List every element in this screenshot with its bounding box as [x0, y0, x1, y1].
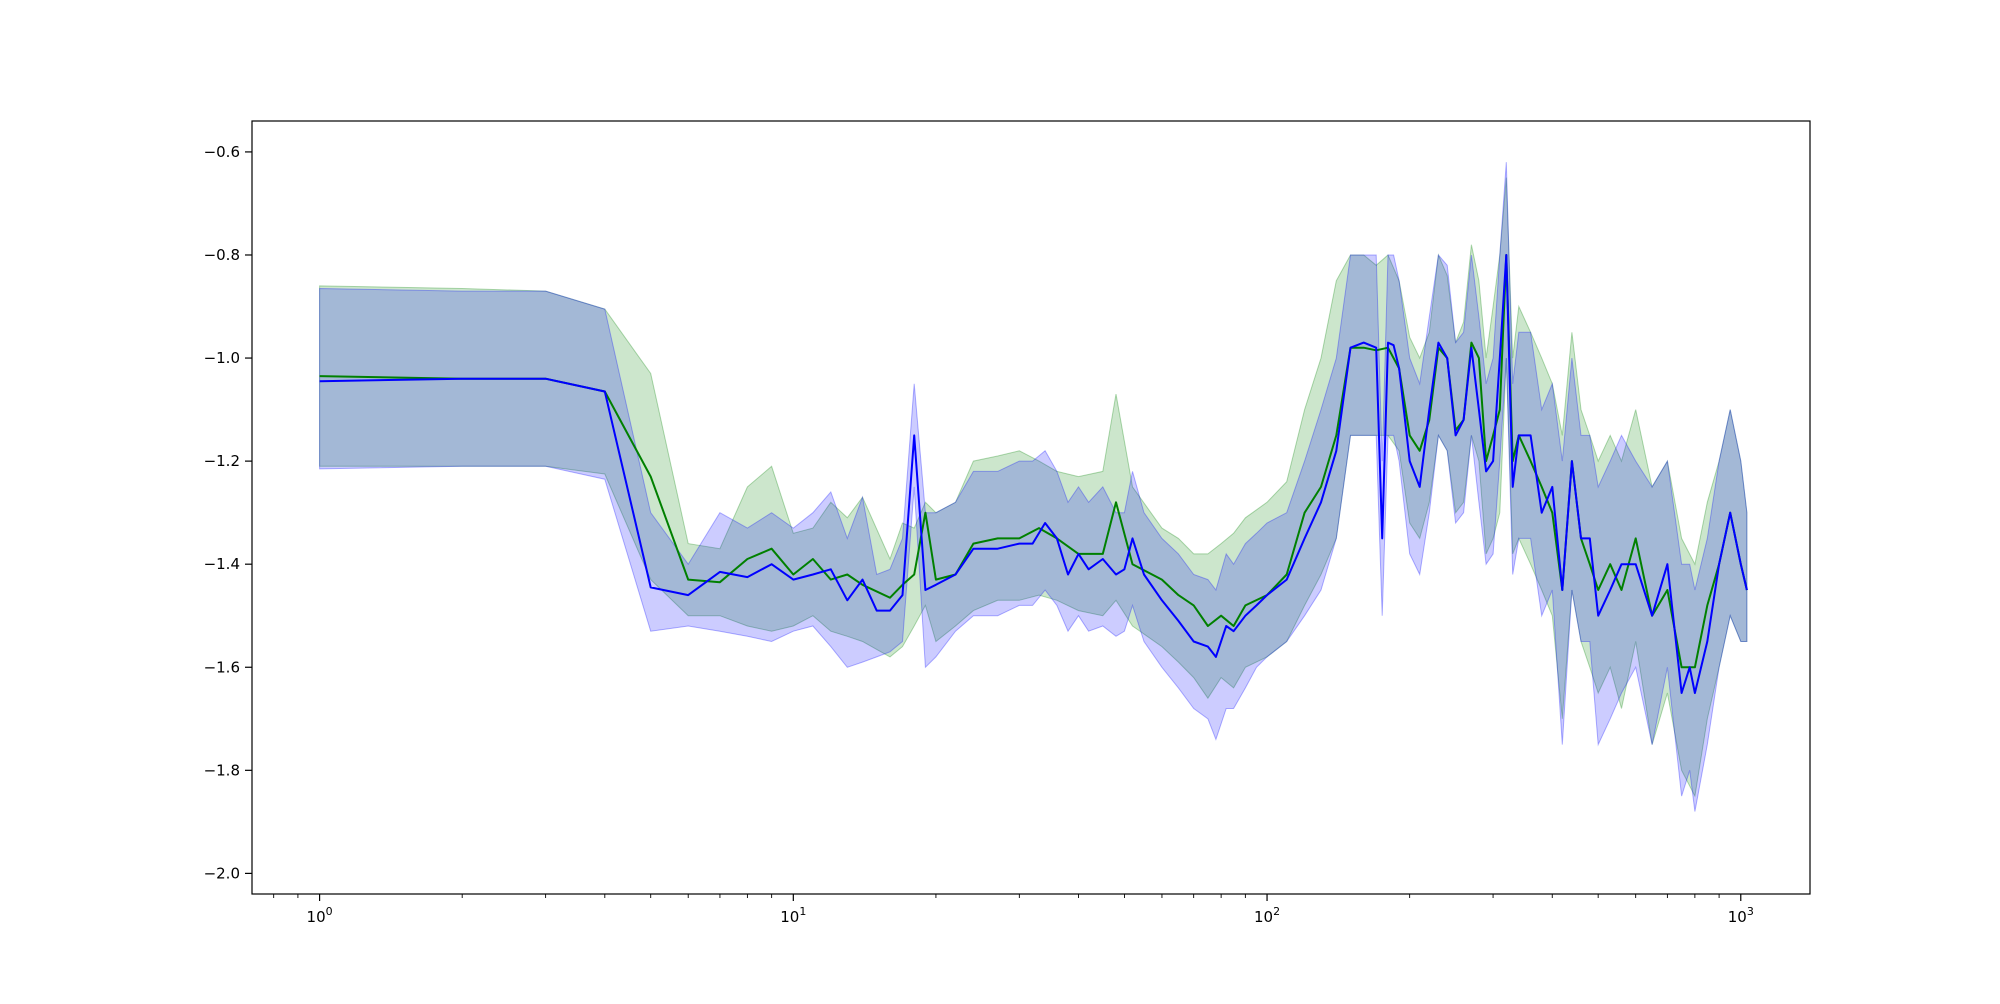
y-tick-label: −0.8	[204, 246, 240, 264]
y-tick-label: −1.4	[204, 555, 240, 573]
lines-layer	[319, 254, 1748, 694]
x-tick-label: 103	[1728, 905, 1754, 926]
y-axis: −0.6 −0.8 −1.0 −1.2 −1.4 −1.6 −1.8 −2.0	[204, 143, 252, 882]
plot-frame	[251, 120, 1811, 895]
y-tick-label: −1.0	[204, 349, 240, 367]
x-tick-label: 101	[780, 905, 806, 926]
x-tick-label: 100	[307, 905, 333, 926]
y-tick-label: −1.8	[204, 761, 240, 779]
bands-layer	[319, 162, 1748, 812]
y-tick-label: −1.2	[204, 452, 240, 470]
series-1-line	[319, 254, 1748, 694]
x-tick-label: 102	[1254, 905, 1280, 926]
series-0-band	[319, 177, 1748, 798]
series-1-band	[319, 162, 1748, 812]
y-tick-label: −2.0	[204, 864, 240, 882]
y-tick-label: −0.6	[204, 143, 240, 161]
y-tick-label: −1.6	[204, 658, 240, 676]
series-0-line	[319, 254, 1748, 669]
x-axis: 100 101 102 103	[273, 894, 1754, 926]
